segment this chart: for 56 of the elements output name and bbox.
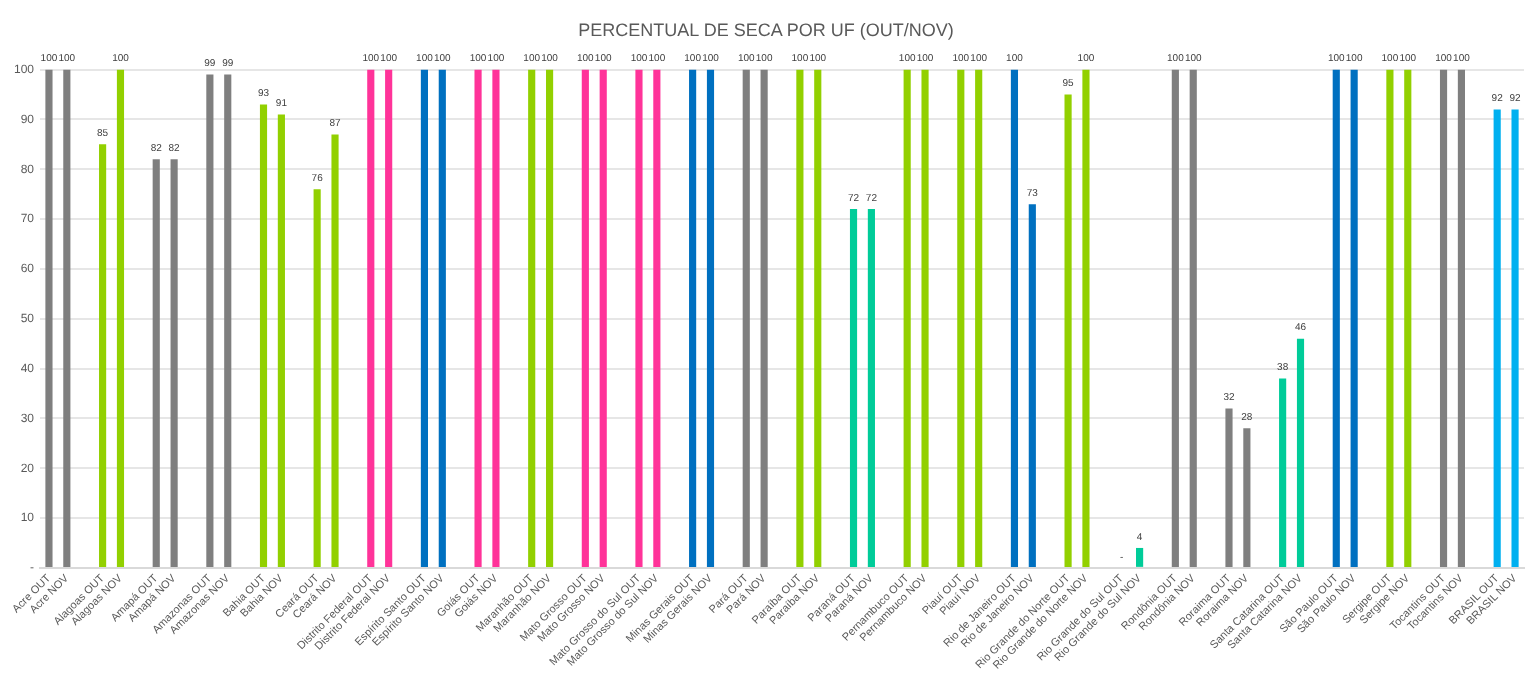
bar bbox=[367, 69, 375, 567]
bar bbox=[152, 159, 160, 567]
bar bbox=[1279, 378, 1287, 567]
bar bbox=[99, 144, 107, 567]
bar bbox=[689, 69, 697, 567]
bar bbox=[742, 69, 750, 567]
bar bbox=[599, 69, 607, 567]
chart-title: PERCENTUAL DE SECA POR UF (OUT/NOV) bbox=[578, 19, 954, 40]
bar bbox=[975, 69, 983, 567]
bar bbox=[206, 74, 214, 567]
bar bbox=[1028, 204, 1036, 567]
bar bbox=[474, 69, 482, 567]
bar bbox=[1296, 338, 1305, 567]
bar bbox=[492, 69, 500, 567]
bar bbox=[259, 104, 268, 567]
bar bbox=[1439, 69, 1448, 567]
bar bbox=[903, 69, 911, 567]
bar bbox=[849, 209, 858, 567]
bar bbox=[706, 69, 715, 567]
bar bbox=[921, 69, 929, 567]
bar bbox=[1082, 69, 1090, 567]
bar bbox=[420, 69, 428, 567]
bar bbox=[1350, 69, 1358, 567]
bar bbox=[1243, 428, 1251, 567]
bar bbox=[1010, 69, 1019, 567]
bar bbox=[528, 69, 536, 567]
bar bbox=[796, 69, 804, 567]
bar bbox=[1064, 94, 1072, 567]
bar bbox=[581, 69, 589, 567]
bar bbox=[170, 159, 178, 567]
bar bbox=[1189, 69, 1197, 567]
bar bbox=[1457, 69, 1465, 567]
bar bbox=[277, 114, 285, 567]
bar bbox=[957, 69, 965, 567]
bar bbox=[116, 69, 125, 567]
bar bbox=[653, 69, 661, 567]
bar bbox=[1386, 69, 1394, 567]
bar bbox=[63, 69, 71, 567]
bar bbox=[1493, 109, 1501, 567]
bar bbox=[1404, 69, 1412, 567]
bar bbox=[867, 209, 875, 567]
bar bbox=[224, 74, 232, 567]
bar bbox=[1171, 69, 1179, 567]
bar bbox=[1511, 109, 1519, 567]
bar bbox=[635, 69, 643, 567]
bar bbox=[45, 69, 53, 567]
bar bbox=[1332, 69, 1340, 567]
bar bbox=[1225, 408, 1233, 567]
bar bbox=[438, 69, 446, 567]
bar bbox=[313, 189, 321, 567]
bar bbox=[1136, 547, 1144, 567]
bar bbox=[546, 69, 554, 567]
bar bbox=[385, 69, 393, 567]
bar bbox=[331, 134, 339, 567]
bar bbox=[760, 69, 768, 567]
bar bbox=[814, 69, 822, 567]
